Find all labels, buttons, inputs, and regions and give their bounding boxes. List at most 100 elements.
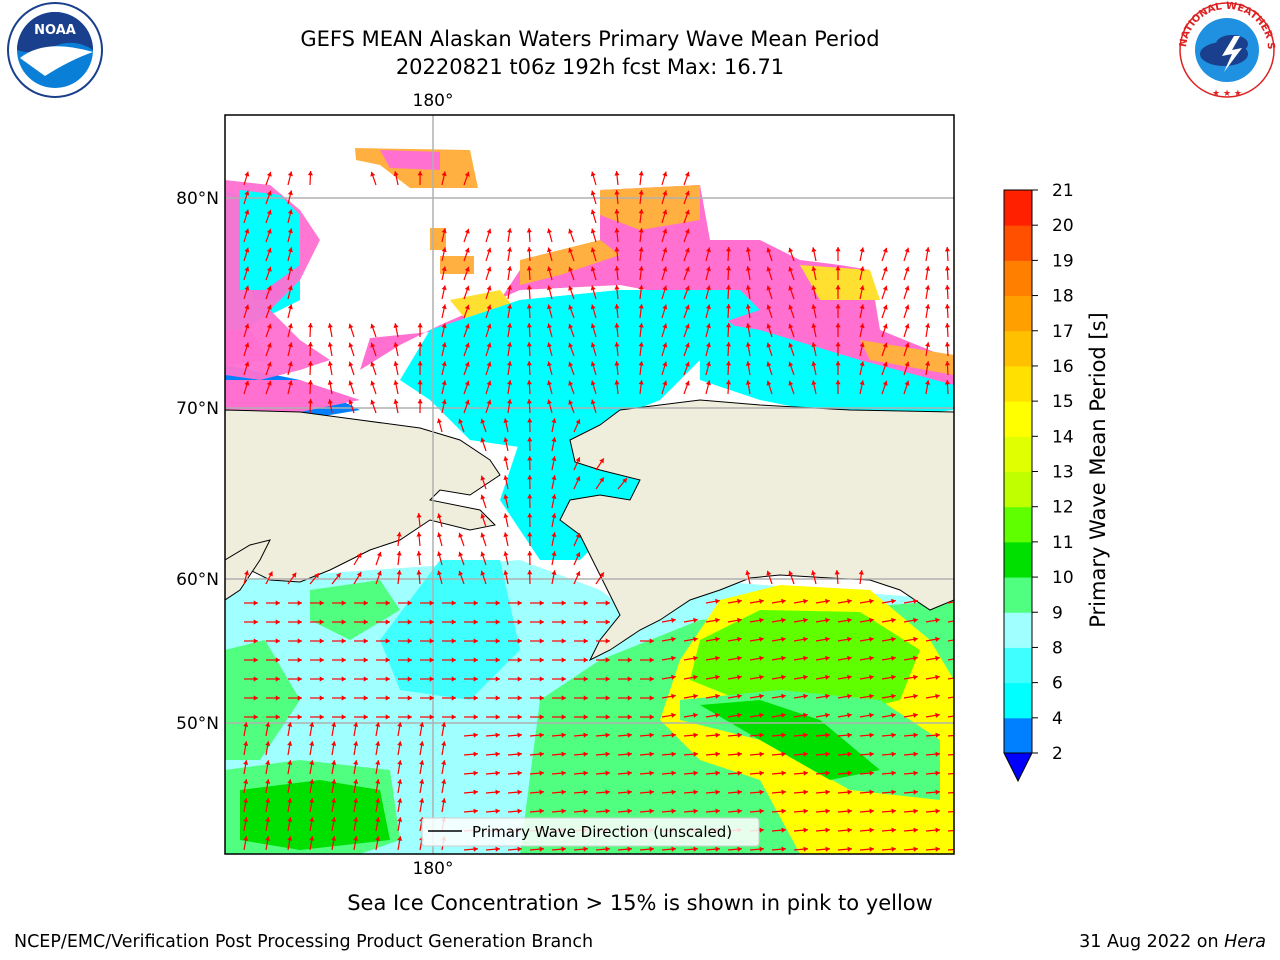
wave-arrow-head bbox=[882, 323, 888, 329]
wave-arrow-head bbox=[925, 380, 931, 385]
wave-arrow-head bbox=[745, 285, 751, 290]
wave-arrow-head bbox=[517, 600, 522, 606]
wave-arrow-head bbox=[745, 266, 751, 271]
wave-arrow-head bbox=[397, 760, 403, 765]
wave-arrow-head bbox=[575, 457, 581, 463]
wave-arrow-head bbox=[705, 285, 711, 291]
wave-arrow-head bbox=[551, 437, 557, 442]
wave-arrow-head bbox=[396, 532, 402, 537]
wave-arrow-head bbox=[275, 619, 280, 625]
wave-arrow-shaft bbox=[947, 620, 954, 623]
wave-arrow-head bbox=[745, 361, 751, 366]
wave-arrow-head bbox=[451, 676, 456, 682]
colorbar-segment bbox=[1004, 295, 1032, 332]
wave-arrow-head bbox=[331, 798, 337, 803]
wave-arrow-head bbox=[847, 827, 852, 833]
wave-arrow-head bbox=[583, 619, 588, 625]
wave-arrow-head bbox=[393, 380, 399, 386]
wave-arrow-head bbox=[561, 732, 566, 738]
wave-arrow-head bbox=[353, 779, 359, 784]
wave-arrow-head bbox=[526, 304, 532, 309]
wave-arrow-head bbox=[671, 617, 676, 623]
wave-arrow-head bbox=[715, 598, 720, 604]
wave-arrow-head bbox=[825, 751, 830, 757]
wave-arrow-head bbox=[891, 751, 896, 757]
svg-text:★ ★ ★: ★ ★ ★ bbox=[1212, 89, 1242, 99]
wave-arrow-head bbox=[662, 171, 668, 177]
wave-arrow-head bbox=[693, 655, 698, 661]
lat-label-70: 70°N bbox=[176, 399, 219, 419]
wave-arrow-head bbox=[766, 342, 772, 348]
wave-arrow-head bbox=[811, 247, 817, 253]
wave-arrow-head bbox=[869, 770, 874, 776]
wave-arrow-head bbox=[693, 789, 698, 795]
wave-arrow-head bbox=[583, 695, 588, 701]
chart-title-line1: GEFS MEAN Alaskan Waters Primary Wave Me… bbox=[300, 27, 880, 51]
wave-arrow-head bbox=[705, 323, 711, 329]
wave-arrow-head bbox=[925, 285, 931, 290]
wave-arrow-head bbox=[583, 846, 588, 852]
wave-arrow-head bbox=[882, 361, 888, 367]
wave-arrow-head bbox=[244, 380, 250, 386]
wave-arrow-head bbox=[913, 770, 918, 776]
wave-arrow-head bbox=[506, 228, 513, 233]
wave-arrow-head bbox=[429, 695, 434, 701]
wave-arrow-head bbox=[614, 380, 620, 385]
wave-arrow-shaft bbox=[947, 658, 954, 661]
wave-arrow-head bbox=[913, 598, 918, 604]
wave-arrow-head bbox=[495, 789, 500, 795]
wave-arrow-head bbox=[891, 617, 896, 623]
wave-arrow-head bbox=[506, 266, 513, 271]
wave-arrow-head bbox=[561, 808, 566, 814]
wave-arrow-head bbox=[649, 846, 654, 852]
wave-arrow-head bbox=[464, 399, 470, 405]
wave-arrow-head bbox=[287, 760, 293, 765]
wave-arrow-head bbox=[243, 722, 249, 727]
wave-arrow-head bbox=[287, 209, 293, 215]
wave-arrow-head bbox=[859, 247, 865, 253]
wave-arrow-head bbox=[825, 617, 830, 623]
wave-arrow-head bbox=[353, 741, 359, 746]
wave-arrow-head bbox=[417, 323, 423, 328]
wave-arrow-head bbox=[835, 285, 841, 290]
wave-arrow-head bbox=[561, 789, 566, 795]
wave-arrow-head bbox=[935, 617, 940, 623]
wave-arrow-head bbox=[561, 619, 566, 625]
wave-arrow-head bbox=[835, 323, 841, 328]
wave-arrow-head bbox=[527, 532, 533, 537]
wave-arrow-head bbox=[396, 570, 402, 575]
wave-arrow-head bbox=[925, 247, 931, 252]
wave-arrow-head bbox=[353, 836, 359, 841]
wave-arrow-head bbox=[287, 342, 293, 348]
wave-arrow-head bbox=[348, 380, 354, 386]
wave-arrow-head bbox=[913, 636, 918, 642]
wave-arrow-head bbox=[568, 285, 574, 291]
wave-arrow-head bbox=[935, 827, 940, 833]
wave-arrow-head bbox=[393, 323, 399, 329]
wave-arrow-head bbox=[913, 693, 918, 699]
wave-arrow-head bbox=[495, 770, 500, 776]
wave-arrow-head bbox=[517, 770, 522, 776]
wave-arrow-head bbox=[568, 304, 574, 310]
wave-arrow-head bbox=[244, 209, 250, 215]
colorbar-segment bbox=[1004, 190, 1032, 226]
wave-arrow-head bbox=[614, 342, 620, 347]
wave-arrow-head bbox=[590, 380, 596, 386]
wave-arrow-head bbox=[561, 676, 566, 682]
wave-arrow-head bbox=[243, 817, 249, 822]
wave-arrow-head bbox=[737, 846, 742, 852]
wave-arrow-head bbox=[662, 285, 668, 291]
wave-arrow-head bbox=[638, 285, 644, 290]
wave-arrow-head bbox=[407, 714, 412, 720]
wave-arrow-head bbox=[913, 751, 918, 757]
wave-arrow-head bbox=[429, 714, 434, 720]
wave-arrow-head bbox=[781, 674, 786, 680]
wave-arrow-head bbox=[638, 323, 644, 328]
wave-arrow-head bbox=[291, 572, 297, 578]
wave-arrow-head bbox=[759, 808, 764, 814]
wave-arrow-head bbox=[486, 399, 492, 405]
wave-arrow-head bbox=[527, 475, 533, 480]
wave-arrow-head bbox=[561, 657, 566, 663]
wave-arrow-head bbox=[825, 655, 830, 661]
wave-arrow-head bbox=[287, 285, 293, 291]
